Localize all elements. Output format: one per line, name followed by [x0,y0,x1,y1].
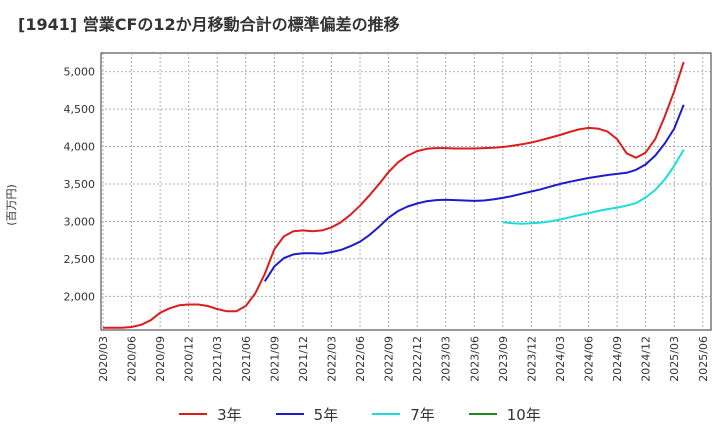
legend-label: 7年 [410,405,435,424]
x-tick-label: 2024/06 [583,336,596,382]
y-tick-label: 3,000 [64,215,96,228]
x-tick-label: 2020/09 [154,336,167,382]
x-tick-label: 2020/12 [183,336,196,382]
x-tick-label: 2025/06 [697,336,710,382]
grid-layer [101,53,711,330]
chart-title: [1941] 営業CFの12か月移動合計の標準偏差の推移 [18,15,400,34]
x-tick-label: 2021/06 [240,336,253,382]
x-tick-label: 2021/09 [268,336,281,382]
x-tick-label: 2024/12 [640,336,653,382]
y-tick-label: 4,000 [64,141,96,154]
y-tick-label: 3,500 [64,178,96,191]
x-tick-label: 2022/03 [325,336,338,382]
x-tick-label: 2024/09 [611,336,624,382]
y-tick-label: 2,500 [64,253,96,266]
plot-area [100,52,712,331]
y-tick-label: 2,000 [64,290,96,303]
x-tick-label: 2020/03 [97,336,110,382]
legend-label: 5年 [313,405,339,424]
x-tick-label: 2024/03 [554,336,567,382]
legend-item: 5年 [275,404,339,425]
legend-label: 3年 [217,405,242,424]
y-tick-label: 5,000 [64,66,96,79]
series-line [103,61,685,329]
legend-item: 3年 [179,404,242,425]
legend-item: 7年 [372,404,435,425]
x-tick-label: 2021/12 [297,336,310,382]
x-tick-label: 2023/06 [468,336,481,382]
x-tick-label: 2022/12 [411,336,424,382]
x-tick-label: 2022/09 [383,336,396,382]
legend-item: 10年 [468,404,541,425]
x-tick-label: 2023/09 [497,336,510,382]
legend-swatch [372,413,401,415]
x-tick-label: 2023/12 [525,336,538,382]
legend-swatch [468,413,497,415]
axis-layer: 2,000 2,500 3,000 3,500 4,000 4,500 5,000 2020/… [64,66,710,382]
legend-swatch [179,413,208,415]
x-tick-label: 2021/03 [211,336,224,382]
legend: 3年 5年 7年 10年 [0,402,720,426]
x-tick-label: 2023/03 [440,336,453,382]
y-axis-label: (百万円) [5,184,18,226]
legend-swatch [275,413,304,415]
series-line [502,149,685,225]
series-line [263,104,685,282]
x-tick-label: 2020/06 [126,336,139,382]
series-layer [103,61,685,329]
x-tick-label: 2025/03 [668,336,681,382]
y-tick-label: 4,500 [64,103,96,116]
legend-label: 10年 [506,405,541,424]
x-tick-label: 2022/06 [354,336,367,382]
